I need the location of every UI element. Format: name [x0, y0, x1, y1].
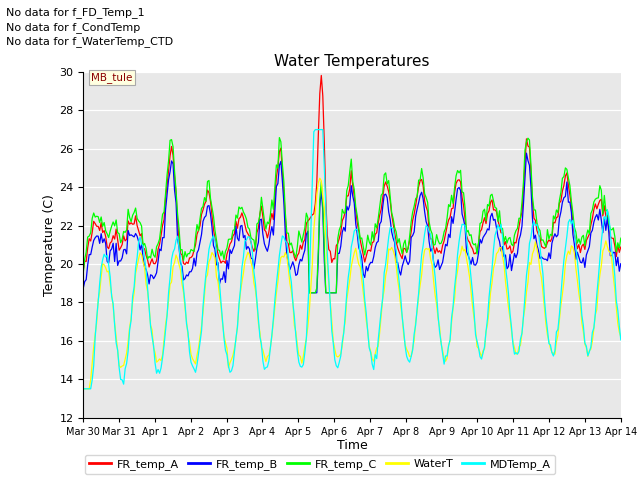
FR_temp_B — [79, 286, 87, 291]
FR_temp_C — [305, 290, 313, 296]
Legend: FR_temp_A, FR_temp_B, FR_temp_C, WaterT, MDTemp_A: FR_temp_A, FR_temp_B, FR_temp_C, WaterT,… — [84, 455, 556, 474]
FR_temp_B — [590, 219, 598, 225]
Text: No data for f_WaterTemp_CTD: No data for f_WaterTemp_CTD — [6, 36, 173, 47]
FR_temp_B — [316, 204, 324, 210]
FR_temp_A — [317, 72, 325, 78]
WaterT — [257, 345, 265, 350]
FR_temp_C — [590, 199, 598, 205]
MDTemp_A — [312, 127, 319, 132]
MDTemp_A — [145, 306, 153, 312]
FR_temp_B — [145, 281, 153, 287]
Line: WaterT: WaterT — [83, 178, 621, 389]
FR_temp_B — [257, 216, 265, 222]
FR_temp_C — [266, 212, 274, 217]
MDTemp_A — [79, 386, 87, 392]
FR_temp_A — [266, 218, 274, 224]
MDTemp_A — [257, 341, 265, 347]
MDTemp_A — [316, 127, 324, 132]
FR_temp_C — [79, 270, 87, 276]
FR_temp_A — [79, 268, 87, 274]
WaterT — [589, 338, 596, 344]
X-axis label: Time: Time — [337, 439, 367, 453]
FR_temp_A — [145, 264, 153, 270]
WaterT — [617, 334, 625, 340]
FR_temp_B — [266, 231, 274, 237]
Line: FR_temp_C: FR_temp_C — [83, 138, 621, 293]
FR_temp_A — [617, 244, 625, 250]
WaterT — [316, 175, 324, 181]
FR_temp_A — [314, 132, 322, 138]
FR_temp_C — [617, 235, 625, 241]
FR_temp_C — [239, 209, 247, 215]
WaterT — [266, 345, 274, 350]
FR_temp_A — [239, 215, 247, 221]
MDTemp_A — [617, 337, 625, 343]
Y-axis label: Temperature (C): Temperature (C) — [44, 194, 56, 296]
WaterT — [79, 386, 87, 392]
Line: MDTemp_A: MDTemp_A — [83, 130, 621, 389]
WaterT — [239, 270, 247, 276]
FR_temp_B — [239, 235, 247, 240]
MDTemp_A — [266, 345, 274, 351]
FR_temp_C — [317, 179, 325, 184]
WaterT — [145, 303, 153, 309]
Text: MB_tule: MB_tule — [91, 72, 132, 83]
FR_temp_C — [257, 194, 265, 200]
MDTemp_A — [589, 329, 596, 335]
FR_temp_A — [589, 216, 596, 222]
FR_temp_A — [257, 203, 265, 209]
Line: FR_temp_B: FR_temp_B — [83, 153, 621, 293]
FR_temp_B — [523, 150, 531, 156]
Line: FR_temp_A: FR_temp_A — [83, 75, 621, 271]
Text: No data for f_FD_Temp_1: No data for f_FD_Temp_1 — [6, 7, 145, 18]
FR_temp_C — [276, 135, 284, 141]
MDTemp_A — [239, 254, 247, 260]
FR_temp_C — [145, 253, 153, 259]
FR_temp_B — [617, 261, 625, 266]
WaterT — [314, 180, 322, 186]
Text: No data for f_CondTemp: No data for f_CondTemp — [6, 22, 141, 33]
Title: Water Temperatures: Water Temperatures — [275, 54, 429, 70]
FR_temp_B — [305, 290, 313, 296]
